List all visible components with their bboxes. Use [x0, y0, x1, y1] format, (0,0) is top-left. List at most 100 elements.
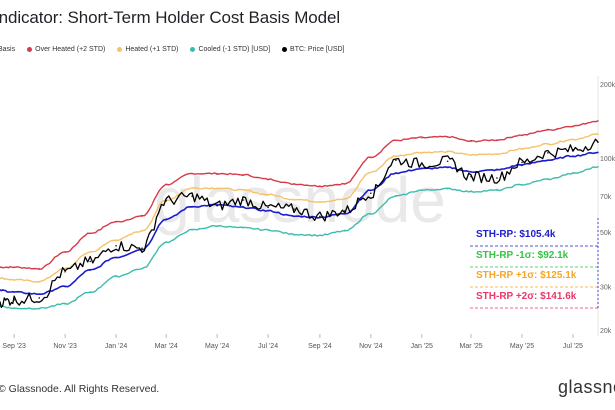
data-point-cooled-1-std-usd: [165, 241, 168, 243]
data-point-cooled-1-std-usd: [13, 307, 15, 310]
data-point-basis: [242, 206, 244, 209]
data-point-heated-1-std: [115, 239, 117, 241]
data-point-cooled-1-std-usd: [293, 233, 295, 236]
data-point-cooled-1-std-usd: [89, 291, 92, 293]
data-point-btc-price-usd: [572, 149, 574, 151]
legend-item-cooled-1-std-usd[interactable]: Cooled (-1 STD) [USD]: [190, 46, 270, 53]
y-tick-label: 20k: [600, 328, 612, 335]
data-point-btc-price-usd: [370, 192, 372, 194]
legend-dot-icon: [117, 46, 123, 52]
x-tick-label: Sep '24: [308, 343, 332, 350]
data-point-heated-1-std: [293, 198, 295, 201]
data-point-btc-price-usd: [470, 175, 472, 178]
legend-item-btc-price-usd[interactable]: BTC: Price [USD]: [282, 46, 344, 53]
data-point-basis: [0, 289, 1, 292]
legend-dot-icon: [27, 46, 33, 52]
data-point-over-heated-2-std: [319, 185, 321, 187]
data-point-btc-price-usd: [420, 162, 423, 165]
data-point-heated-1-std: [420, 151, 423, 154]
data-point-basis: [89, 269, 92, 272]
data-point-over-heated-2-std: [496, 139, 498, 141]
legend-item-heated-1-std[interactable]: Heated (+1 STD): [117, 46, 178, 53]
data-point-over-heated-2-std: [267, 178, 269, 181]
data-point-cooled-1-std-usd: [446, 187, 449, 190]
data-point-cooled-1-std-usd: [470, 190, 472, 193]
data-point-btc-price-usd: [115, 244, 117, 247]
data-point-heated-1-std: [191, 187, 193, 189]
footer-brand: glassnode: [558, 377, 615, 397]
x-tick-label: Jul '25: [563, 343, 583, 350]
data-point-cooled-1-std-usd: [191, 229, 193, 231]
data-point-heated-1-std: [496, 153, 498, 155]
data-point-cooled-1-std-usd: [395, 195, 397, 197]
data-point-heated-1-std: [521, 148, 523, 150]
data-point-basis: [115, 256, 117, 259]
data-point-cooled-1-std-usd: [242, 227, 244, 229]
x-tick-label: Nov '24: [359, 343, 383, 350]
legend-dot-icon: [190, 46, 196, 52]
data-point-basis: [141, 248, 143, 251]
data-point-heated-1-std: [572, 138, 574, 141]
data-point-btc-price-usd: [267, 206, 269, 209]
data-point-basis: [64, 285, 66, 288]
data-point-cooled-1-std-usd: [420, 189, 423, 192]
data-point-over-heated-2-std: [115, 221, 117, 223]
legend-item-basis[interactable]: Basis: [0, 46, 15, 53]
data-point-basis: [13, 291, 15, 293]
y-tick-label: 30k: [600, 285, 612, 292]
data-point-heated-1-std: [547, 143, 549, 145]
legend-item-over-heated-2-std[interactable]: Over Heated (+2 STD): [27, 46, 105, 53]
x-tick-label: Mar '24: [155, 343, 178, 350]
data-point-cooled-1-std-usd: [344, 230, 346, 232]
data-point-cooled-1-std-usd: [141, 267, 143, 270]
data-point-cooled-1-std-usd: [370, 212, 372, 215]
x-tick-label: Mar '25: [459, 343, 482, 350]
data-point-btc-price-usd: [597, 141, 599, 143]
data-point-btc-price-usd: [64, 270, 66, 273]
data-point-heated-1-std: [216, 187, 218, 189]
chart-legend: Basis Over Heated (+2 STD) Heated (+1 STD)…: [0, 46, 356, 53]
data-point-basis: [191, 205, 193, 208]
data-point-cooled-1-std-usd: [115, 275, 117, 278]
data-point-over-heated-2-std: [370, 156, 372, 158]
data-point-cooled-1-std-usd: [547, 178, 549, 181]
data-point-basis: [420, 167, 423, 170]
x-tick-label: Nov '23: [53, 343, 77, 350]
data-point-btc-price-usd: [141, 247, 143, 250]
series-line-btc-price-usd: [0, 138, 599, 309]
data-point-basis: [470, 170, 472, 173]
data-point-cooled-1-std-usd: [572, 172, 574, 175]
x-tick-label: May '25: [510, 343, 534, 350]
data-point-btc-price-usd: [0, 301, 1, 303]
data-point-over-heated-2-std: [597, 120, 599, 122]
data-point-over-heated-2-std: [420, 136, 423, 139]
data-point-heated-1-std: [395, 155, 397, 157]
data-point-heated-1-std: [13, 278, 15, 281]
data-point-btc-price-usd: [89, 260, 92, 263]
annotation-sth-rp-minus-1sigma: STH-RP -1σ: $92.1k: [476, 250, 569, 261]
data-point-over-heated-2-std: [470, 140, 472, 143]
data-point-heated-1-std: [267, 193, 269, 196]
data-point-cooled-1-std-usd: [38, 307, 41, 310]
data-point-over-heated-2-std: [395, 139, 397, 142]
data-point-cooled-1-std-usd: [496, 189, 498, 192]
annotation-sth-rp: STH-RP: $105.4k: [476, 229, 556, 240]
data-point-btc-price-usd: [165, 200, 168, 202]
data-point-basis: [572, 155, 574, 157]
data-point-basis: [547, 159, 549, 162]
data-point-over-heated-2-std: [141, 215, 143, 218]
x-tick-label: May '24: [205, 343, 229, 350]
data-point-heated-1-std: [344, 198, 346, 201]
data-point-basis: [597, 151, 599, 154]
data-point-over-heated-2-std: [165, 183, 168, 186]
annotation-sth-rp-plus-2sigma: STH-RP +2σ: $141.6k: [476, 291, 577, 302]
data-point-btc-price-usd: [446, 160, 449, 163]
data-point-basis: [521, 163, 523, 166]
y-tick-label: 200k: [600, 82, 615, 89]
x-tick-label: Jan '24: [105, 343, 127, 350]
data-point-cooled-1-std-usd: [319, 234, 321, 237]
x-tick-label: Sep '23: [2, 343, 26, 350]
data-point-basis: [293, 215, 295, 218]
data-point-btc-price-usd: [242, 199, 244, 201]
